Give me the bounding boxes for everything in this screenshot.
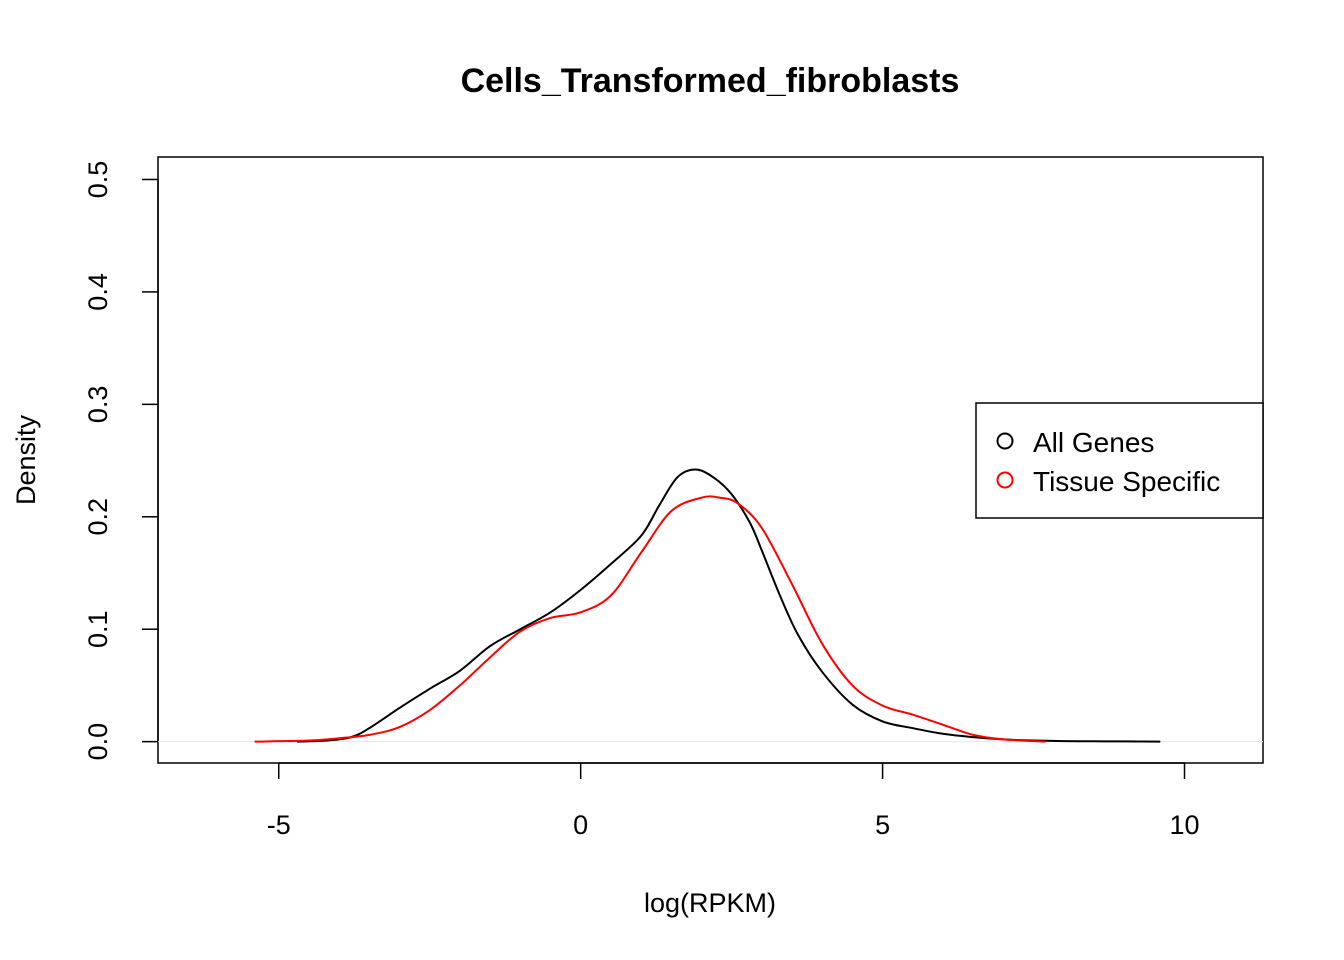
chart-title: Cells_Transformed_fibroblasts [461, 62, 960, 100]
y-tick-label: 0.4 [83, 273, 113, 311]
y-tick-label: 0.1 [83, 610, 113, 648]
legend-marker-tissue-specific [996, 471, 1014, 489]
series-layer [158, 468, 1263, 743]
y-axis: 0.0 0.1 0.2 0.3 0.4 0.5 [83, 161, 159, 761]
x-tick-label: 0 [573, 810, 588, 840]
y-axis-label: Density [11, 414, 41, 505]
y-tick-label: 0.2 [83, 498, 113, 536]
legend-label-tissue-specific: Tissue Specific [1033, 466, 1220, 497]
x-tick-label: 10 [1169, 810, 1199, 840]
x-axis-label: log(RPKM) [644, 888, 776, 918]
y-tick-label: 0.0 [83, 723, 113, 761]
y-tick-label: 0.5 [83, 161, 113, 199]
series-line-tissue-specific [254, 495, 1046, 743]
legend-marker-all-genes [996, 432, 1014, 450]
x-tick-label: -5 [267, 810, 291, 840]
x-tick-label: 5 [875, 810, 890, 840]
legend: All Genes Tissue Specific [975, 402, 1264, 519]
legend-box [975, 402, 1264, 519]
legend-label-all-genes: All Genes [1033, 427, 1154, 458]
y-tick-label: 0.3 [83, 386, 113, 424]
x-axis: -5 0 5 10 [267, 762, 1200, 840]
